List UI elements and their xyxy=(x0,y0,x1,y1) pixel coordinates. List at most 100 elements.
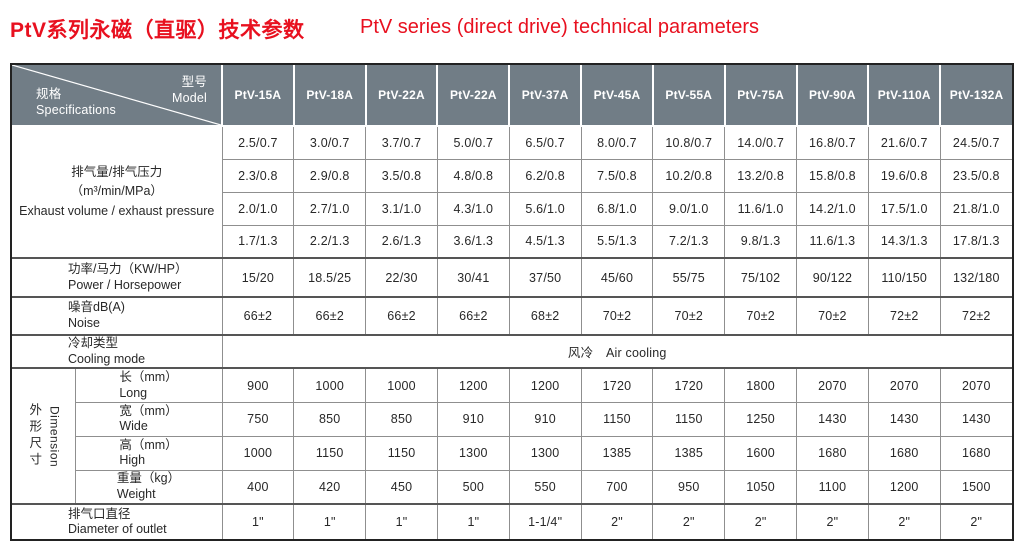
value-cell: 1300 xyxy=(436,435,510,471)
value-cell: 550 xyxy=(508,469,582,505)
value-cell: 22/30 xyxy=(365,257,438,298)
value-cell: 850 xyxy=(293,401,367,437)
value-cell: 1200 xyxy=(867,469,941,505)
value-cell: 950 xyxy=(652,469,726,505)
dimension-sub-label: 重量（kg） Weight xyxy=(75,469,223,505)
value-cell: 700 xyxy=(580,469,654,505)
value-cell: 1000 xyxy=(293,367,367,403)
value-cell: 66±2 xyxy=(293,296,367,336)
value-cell: 1" xyxy=(436,503,510,540)
value-cell: 1430 xyxy=(796,401,869,437)
value-cell: 66±2 xyxy=(221,296,295,336)
value-cell: 1680 xyxy=(867,435,941,471)
value-cell: 15.8/0.8 xyxy=(796,158,869,193)
row-label-en: Power / Horsepower xyxy=(68,277,182,292)
value-cell: 21.6/0.7 xyxy=(867,125,941,160)
value-cell: 14.3/1.3 xyxy=(867,224,941,259)
value-cell: 1600 xyxy=(724,435,797,471)
table-row: 排气量/排气压力 （m³/min/MPa） Exhaust volume / exh… xyxy=(12,125,1012,259)
sub-label-zh: 长（mm） xyxy=(119,369,178,384)
model-header: PtV-132A xyxy=(939,65,1012,127)
page-title-zh: PtV系列永磁（直驱）技术参数 xyxy=(10,19,305,42)
page-title-en: PtV series (direct drive) technical para… xyxy=(360,16,760,38)
value-cell: 2" xyxy=(796,503,869,540)
dimension-sub-label: 长（mm） Long xyxy=(74,367,223,403)
corner-model-zh: 型号 xyxy=(181,75,207,89)
value-cell: 4.8/0.8 xyxy=(436,158,510,193)
value-cell: 9.8/1.3 xyxy=(724,224,797,259)
value-cell: 9.0/1.0 xyxy=(652,191,726,226)
value-cell: 23.5/0.8 xyxy=(939,158,1012,193)
corner-model-label: 型号 Model xyxy=(172,74,207,107)
dimension-sub-label-inner: 长（mm） Long xyxy=(119,370,177,401)
row-label: 排气口直径 Diameter of outlet xyxy=(12,503,223,540)
sub-label-zh: 重量（kg） xyxy=(116,471,181,486)
row-label-zh: 排气口直径 xyxy=(68,506,131,521)
value-cell: 1680 xyxy=(796,435,869,471)
value-cell: 21.8/1.0 xyxy=(939,191,1012,226)
table-row: 功率/马力（KW/HP） Power / Horsepower 15/20 18.5/… xyxy=(12,257,1012,298)
model-header: PtV-90A xyxy=(795,65,870,127)
spec-table-frame: 型号 Model 规格 Specifications PtV-15A PtV-18… xyxy=(10,63,1014,542)
table-row: 噪音dB(A) Noise 66±2 66±2 66±2 66±2 68±2 70±2 70±2… xyxy=(12,296,1012,336)
row-label-exhaust: 排气量/排气压力 （m³/min/MPa） Exhaust volume / exh… xyxy=(12,125,223,259)
value-cell: 1000 xyxy=(365,367,438,403)
table-row: 重量（kg） Weight 400 420 450 500 550 700 950 1050 110… xyxy=(12,469,1012,505)
value-cell: 2070 xyxy=(796,367,869,403)
value-cell: 7.2/1.3 xyxy=(652,224,726,259)
value-cell: 66±2 xyxy=(436,296,510,336)
value-cell: 1430 xyxy=(867,401,941,437)
model-header: PtV-45A xyxy=(580,65,654,127)
value-cell: 3.7/0.7 xyxy=(365,125,438,160)
value-cell: 2.6/1.3 xyxy=(365,224,438,259)
value-cell: 2" xyxy=(867,503,941,540)
corner-model-en: Model xyxy=(171,91,207,106)
row-label-zh: 噪音dB(A) xyxy=(68,300,125,315)
value-cell: 500 xyxy=(436,469,510,505)
value-cell: 5.0/0.7 xyxy=(436,125,510,160)
value-cell: 3.5/0.8 xyxy=(365,158,438,193)
table-row: 排气口直径 Diameter of outlet 1" 1" 1" 1" 1-1/4" 2" 2… xyxy=(12,503,1012,540)
value-cell: 2.7/1.0 xyxy=(293,191,367,226)
value-cell: 8.0/0.7 xyxy=(580,125,654,160)
row-label: 功率/马力（KW/HP） Power / Horsepower xyxy=(12,257,223,298)
value-cell: 132/180 xyxy=(939,257,1012,298)
value-cell: 1150 xyxy=(365,435,438,471)
value-cell: 1385 xyxy=(652,435,726,471)
spec-table: 型号 Model 规格 Specifications PtV-15A PtV-18… xyxy=(12,65,1012,540)
value-cell: 2" xyxy=(724,503,797,540)
value-cell: 70±2 xyxy=(724,296,797,336)
model-header: PtV-22A xyxy=(436,65,511,127)
value-cell: 1" xyxy=(221,503,295,540)
value-cell: 4.5/1.3 xyxy=(508,224,582,259)
value-cell: 1385 xyxy=(580,435,654,471)
value-cell: 17.8/1.3 xyxy=(939,224,1012,259)
row-label-line: 排气量/排气压力 xyxy=(71,164,163,179)
row-label-zh: 功率/马力（KW/HP） xyxy=(68,261,188,276)
value-cell: 55/75 xyxy=(652,257,726,298)
model-header: PtV-55A xyxy=(651,65,726,127)
model-header: PtV-75A xyxy=(723,65,798,127)
dimension-sub-label: 宽（mm） Wide xyxy=(75,401,223,437)
corner-spec-label: 规格 Specifications xyxy=(36,86,116,119)
value-cell: 13.2/0.8 xyxy=(724,158,797,193)
model-header-row: 型号 Model 规格 Specifications PtV-15A PtV-18… xyxy=(12,65,1012,127)
dimension-vertical-wrap: 外形尺寸 Dimension xyxy=(12,403,75,469)
value-cell: 1100 xyxy=(796,469,869,505)
model-header: PtV-37A xyxy=(508,65,583,127)
value-cell: 1000 xyxy=(221,435,295,471)
table-row: 高（mm） High 1000 1150 1150 1300 1300 1385 1385 160… xyxy=(12,435,1012,471)
value-cell: 1150 xyxy=(293,435,367,471)
sub-label-en: Long xyxy=(119,385,148,400)
table-row: 冷却类型 Cooling mode 风冷 Air cooling xyxy=(12,333,1012,369)
value-cell: 3.6/1.3 xyxy=(436,224,510,259)
value-cell: 66±2 xyxy=(365,296,438,336)
value-cell: 2.2/1.3 xyxy=(293,224,367,259)
value-cell: 1" xyxy=(365,503,438,540)
value-cell: 6.8/1.0 xyxy=(580,191,654,226)
model-header: PtV-15A xyxy=(221,65,295,127)
value-cell: 2070 xyxy=(867,367,941,403)
value-cell: 1430 xyxy=(939,401,1012,437)
model-header: PtV-110A xyxy=(867,65,942,127)
